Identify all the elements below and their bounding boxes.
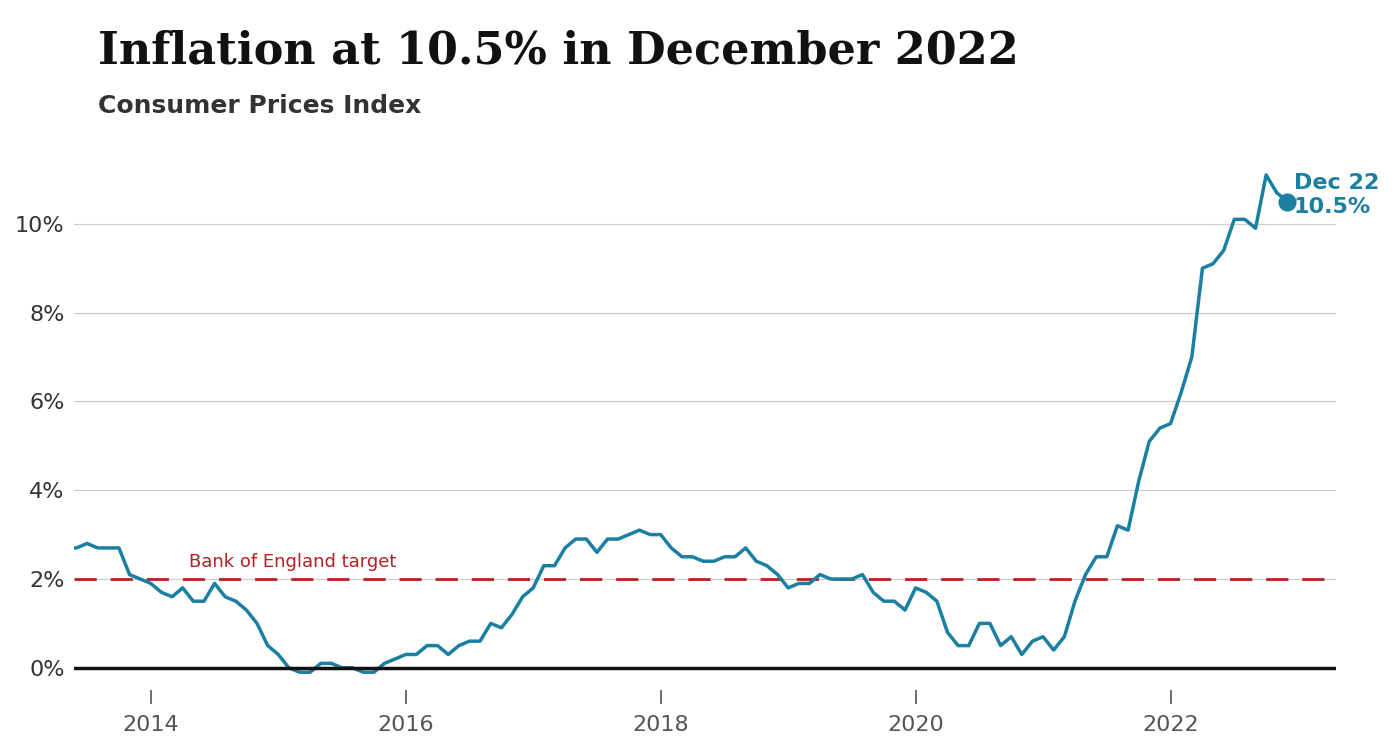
Text: Bank of England target: Bank of England target xyxy=(189,554,396,572)
Text: Dec 22
10.5%: Dec 22 10.5% xyxy=(1294,172,1379,217)
Text: Inflation at 10.5% in December 2022: Inflation at 10.5% in December 2022 xyxy=(98,30,1019,73)
Text: Consumer Prices Index: Consumer Prices Index xyxy=(98,94,421,118)
